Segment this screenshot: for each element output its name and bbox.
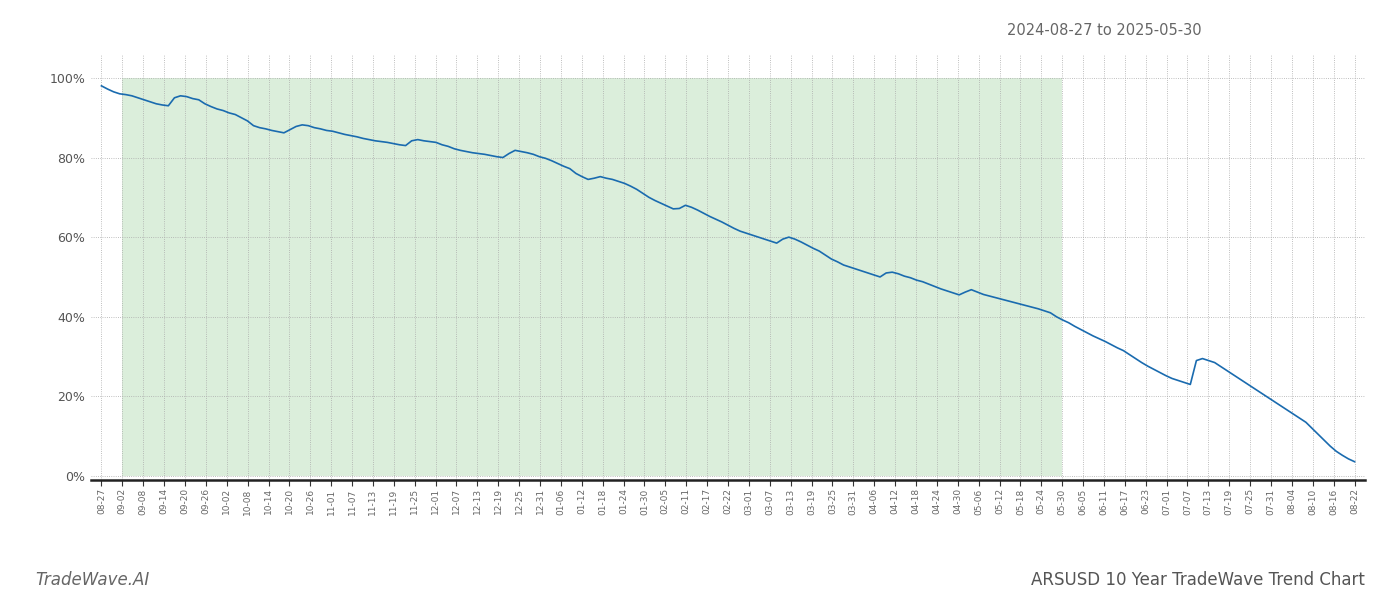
Text: ARSUSD 10 Year TradeWave Trend Chart: ARSUSD 10 Year TradeWave Trend Chart [1032,571,1365,589]
Text: 2024-08-27 to 2025-05-30: 2024-08-27 to 2025-05-30 [1007,23,1201,38]
Bar [122,78,1063,476]
Text: TradeWave.AI: TradeWave.AI [35,571,150,589]
